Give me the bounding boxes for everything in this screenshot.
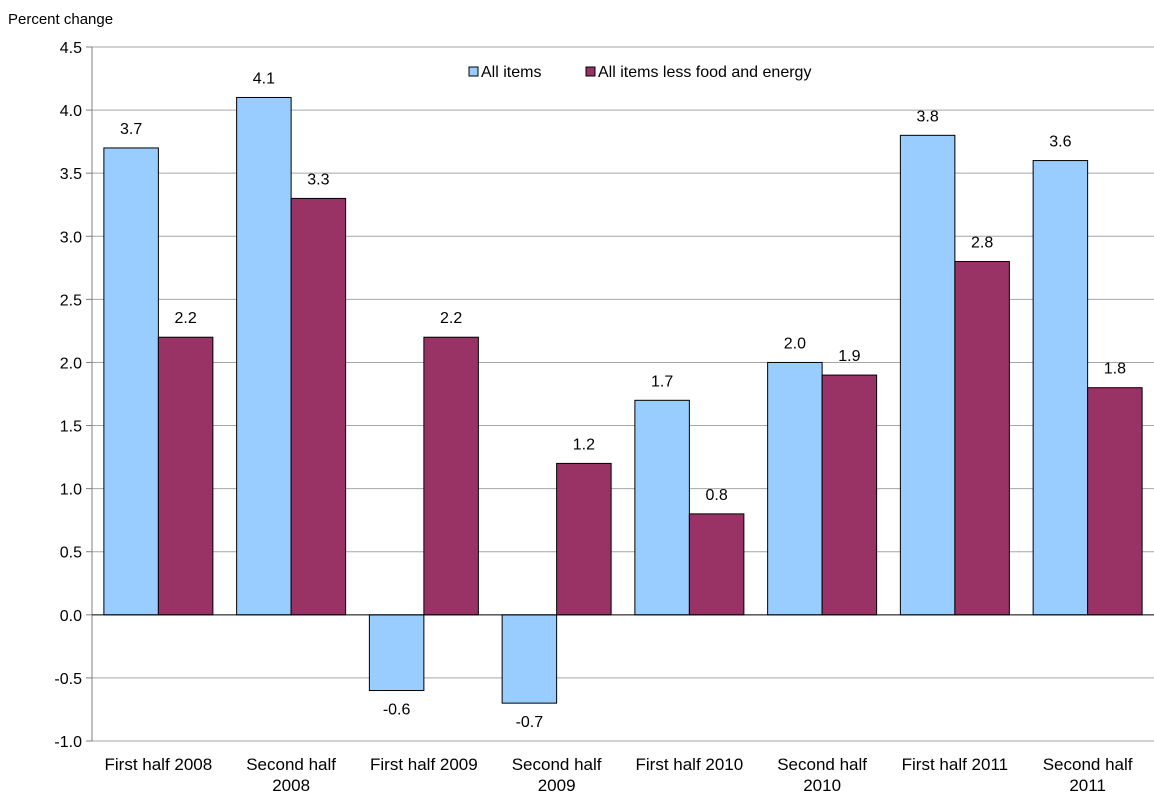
data-label: 1.7 [651,373,673,390]
data-label: 1.9 [838,348,860,365]
y-axis-ticks: -1.0 -0.5 0.0 0.5 1.0 1.5 2.0 2.5 3.0 3.5 4.0 4.5 [54,40,93,751]
x-category-label: First half 2010 [636,755,744,774]
bar-all-items [501,614,558,704]
y-tick-label: -0.5 [54,671,82,688]
x-category-label: Second half [512,755,602,774]
y-tick-label: 2.0 [60,355,82,372]
x-category-label: 2011 [1069,776,1106,794]
data-labels: 3.7 4.1 -0.6 -0.7 1.7 2.0 3.8 3.6 2.2 3.3 2.2 1.2 0.… [120,70,1126,731]
legend-swatch [585,66,596,77]
y-tick-label: 4.0 [60,103,82,120]
bar-core [157,336,214,616]
data-label: 4.1 [253,70,275,87]
bar-core [290,197,347,616]
data-label: 2.2 [175,310,197,327]
legend-label: All items less food and energy [598,64,811,81]
data-label: 2.2 [440,310,462,327]
data-label: 3.8 [917,108,939,125]
data-label: 3.7 [120,121,142,138]
x-category-label: First half 2011 [902,755,1008,774]
y-tick-label: 1.0 [60,482,82,499]
y-tick-label: 2.5 [60,292,82,309]
bar-core [556,462,612,616]
data-label: 2.0 [784,335,806,352]
bar-all-items [634,399,690,616]
y-tick-label: 0.0 [60,608,82,625]
bar-core [423,336,479,616]
data-label: 1.2 [573,436,595,453]
y-tick-label: 3.5 [60,166,82,183]
data-label: -0.7 [516,714,544,731]
bar-all-items [767,361,823,616]
bar-all-items [103,147,159,616]
data-label: 1.8 [1104,361,1126,378]
data-label: 0.8 [706,487,728,504]
x-category-label: First half 2009 [370,755,478,774]
bar-all-items [1032,160,1089,616]
data-label: 3.3 [307,171,329,188]
x-category-label: 2010 [803,776,841,794]
bar-all-items [899,134,956,616]
x-axis-categories: First half 2008 Second half 2008 First half… [105,755,1133,794]
legend-swatch [468,66,479,77]
y-tick-label: 1.5 [60,419,82,436]
x-category-label: 2008 [272,776,310,794]
x-category-label: Second half [777,755,867,774]
data-label: 2.8 [971,235,993,252]
data-label: 3.6 [1049,134,1071,151]
x-category-label: 2009 [538,776,576,794]
y-tick-label: 3.0 [60,229,82,246]
bars [103,96,1143,704]
bar-core [688,513,745,616]
y-tick-label: -1.0 [54,734,82,751]
x-category-label: Second half [1043,755,1133,774]
y-tick-label: 4.5 [60,40,82,57]
legend: All items All items less food and energy [468,64,811,81]
y-tick-label: 0.5 [60,545,82,562]
bar-core [821,374,878,616]
x-category-label: First half 2008 [105,755,213,774]
data-label: -0.6 [383,702,411,719]
bar-core [954,261,1010,616]
y-axis-title: Percent change [8,11,113,28]
legend-label: All items [481,64,541,81]
bar-all-items [368,614,425,692]
x-category-label: Second half [246,755,336,774]
bar-all-items [236,96,292,616]
bar-core [1087,387,1143,616]
